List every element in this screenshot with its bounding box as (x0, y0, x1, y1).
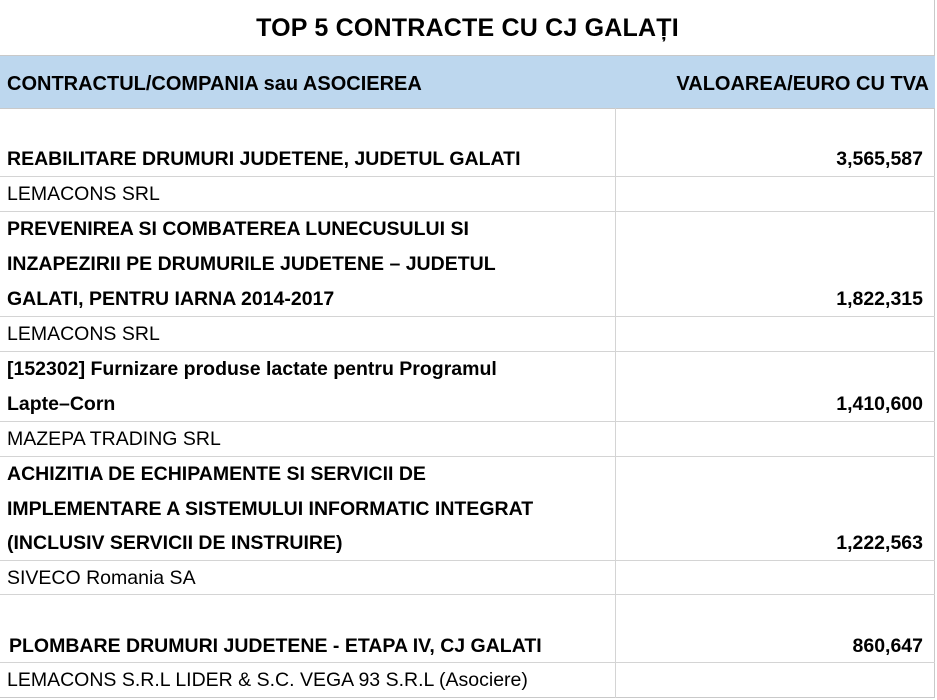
header-contract: CONTRACTUL/COMPANIA sau ASOCIEREA (7, 73, 422, 95)
contract-name-line-2: INZAPEZIRII PE DRUMURILE JUDETENE – JUDE… (7, 253, 496, 275)
contract-name-line-1: [152302] Furnizare produse lactate pentr… (7, 358, 497, 380)
contract-value: 860,647 (852, 635, 924, 657)
contract-name-line-3: (INCLUSIV SERVICII DE INSTRUIRE) (7, 532, 343, 554)
table-row-contract-1: REABILITARE DRUMURI JUDETENE, JUDETUL GA… (0, 108, 935, 177)
table-row-company-1: LEMACONS SRL (0, 177, 935, 212)
contract-name: REABILITARE DRUMURI JUDETENE, JUDETUL GA… (7, 148, 521, 170)
contract-name-line-2: IMPLEMENTARE A SISTEMULUI INFORMATIC INT… (7, 498, 534, 520)
company-name: LEMACONS SRL (7, 183, 160, 205)
table-row-contract-2: PREVENIREA SI COMBATEREA LUNECUSULUI SI … (0, 212, 935, 317)
contract-value: 1,822,315 (836, 288, 923, 310)
table-row-company-4: SIVECO Romania SA (0, 561, 935, 595)
contract-name-line-2: Lapte–Corn (7, 393, 116, 415)
contract-value: 1,222,563 (836, 532, 923, 554)
header-value: VALOAREA/EURO CU TVA (676, 73, 929, 95)
company-name: LEMACONS SRL (7, 323, 160, 345)
company-name: SIVECO Romania SA (7, 567, 196, 589)
header-row: CONTRACTUL/COMPANIA sau ASOCIEREA VALOAR… (0, 56, 935, 109)
table-row-company-3: MAZEPA TRADING SRL (0, 422, 935, 457)
table-row-contract-4: ACHIZITIA DE ECHIPAMENTE SI SERVICII DE … (0, 457, 935, 561)
contract-name: PLOMBARE DRUMURI JUDETENE - ETAPA IV, CJ… (9, 635, 542, 657)
company-name: LEMACONS S.R.L LIDER & S.C. VEGA 93 S.R.… (7, 669, 528, 691)
column-divider (615, 108, 616, 698)
table-title: TOP 5 CONTRACTE CU CJ GALAȚI (0, 0, 935, 56)
contract-name-line-3: GALATI, PENTRU IARNA 2014-2017 (7, 288, 335, 310)
contract-value: 1,410,600 (836, 393, 923, 415)
table-row-company-5: LEMACONS S.R.L LIDER & S.C. VEGA 93 S.R.… (0, 663, 935, 698)
contract-name-line-1: ACHIZITIA DE ECHIPAMENTE SI SERVICII DE (7, 463, 426, 485)
table-row-contract-3: [152302] Furnizare produse lactate pentr… (0, 352, 935, 422)
contract-value: 3,565,587 (836, 148, 923, 170)
table-row-contract-5: PLOMBARE DRUMURI JUDETENE - ETAPA IV, CJ… (0, 595, 935, 663)
contract-name-line-1: PREVENIREA SI COMBATEREA LUNECUSULUI SI (7, 218, 469, 240)
company-name: MAZEPA TRADING SRL (7, 428, 221, 450)
table-row-company-2: LEMACONS SRL (0, 317, 935, 352)
